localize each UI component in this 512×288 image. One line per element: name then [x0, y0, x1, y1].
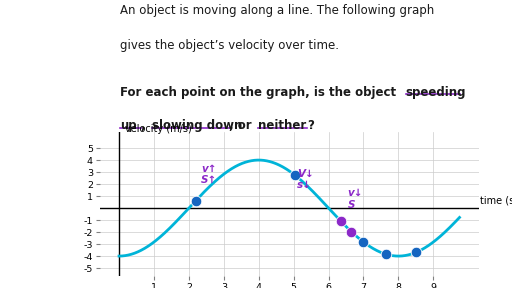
Text: velocity (m/s): velocity (m/s)	[125, 124, 192, 134]
Text: slowing down: slowing down	[152, 119, 243, 132]
Point	[359, 240, 368, 244]
Text: speeding: speeding	[406, 86, 466, 98]
Point	[337, 219, 345, 223]
Point	[192, 198, 200, 203]
Point	[382, 252, 390, 257]
Text: ,: ,	[141, 119, 150, 132]
Text: up: up	[120, 119, 137, 132]
Text: , or: , or	[229, 119, 255, 132]
Text: gives the object’s velocity over time.: gives the object’s velocity over time.	[120, 39, 339, 52]
Text: v↑
S↑: v↑ S↑	[201, 164, 218, 185]
Text: neither: neither	[258, 119, 306, 132]
Point	[347, 229, 355, 234]
Point	[412, 250, 420, 255]
Text: v↓
S: v↓ S	[348, 188, 364, 210]
Point	[291, 173, 300, 178]
Text: ?: ?	[307, 119, 313, 132]
Text: time (s): time (s)	[480, 195, 512, 205]
Text: For each point on the graph, is the object: For each point on the graph, is the obje…	[120, 86, 400, 98]
Text: An object is moving along a line. The following graph: An object is moving along a line. The fo…	[120, 4, 435, 17]
Text: V↓
s↓: V↓ s↓	[297, 168, 314, 190]
